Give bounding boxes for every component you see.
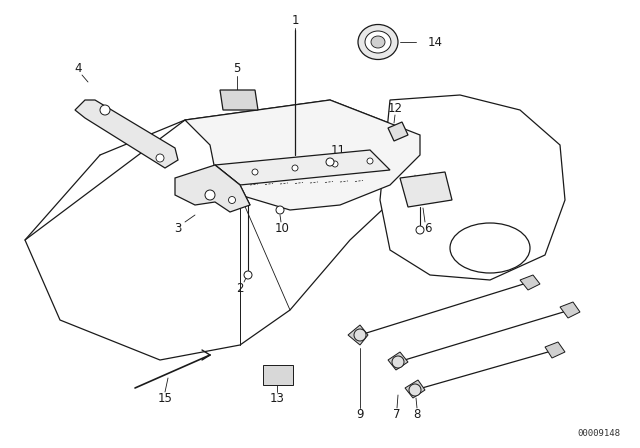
Ellipse shape [371,36,385,48]
Polygon shape [388,122,408,141]
Ellipse shape [365,31,391,53]
Text: 10: 10 [275,221,289,234]
Circle shape [332,161,338,167]
Circle shape [100,105,110,115]
Polygon shape [75,100,178,168]
Circle shape [252,169,258,175]
Text: 7: 7 [393,409,401,422]
Polygon shape [215,165,250,205]
Circle shape [205,190,215,200]
Circle shape [228,197,236,203]
Circle shape [276,206,284,214]
Polygon shape [380,95,565,280]
Polygon shape [25,100,430,360]
Text: 6: 6 [424,221,432,234]
Text: 11: 11 [330,143,346,156]
Polygon shape [560,302,580,318]
Circle shape [292,165,298,171]
Text: 2: 2 [236,281,244,294]
Polygon shape [400,172,452,207]
Polygon shape [220,90,258,110]
Circle shape [156,154,164,162]
Text: 15: 15 [157,392,172,405]
Text: 9: 9 [356,409,364,422]
Circle shape [326,158,334,166]
Polygon shape [215,150,390,185]
Ellipse shape [450,223,530,273]
Polygon shape [185,100,420,210]
Polygon shape [263,365,293,385]
Text: 1: 1 [291,13,299,26]
Ellipse shape [358,25,398,60]
Polygon shape [348,325,368,345]
Circle shape [354,329,366,341]
Circle shape [409,384,421,396]
Circle shape [416,226,424,234]
Circle shape [244,271,252,279]
Polygon shape [520,275,540,290]
Circle shape [392,356,404,368]
Text: 5: 5 [234,61,241,74]
Polygon shape [545,342,565,358]
Text: 00009148: 00009148 [577,429,620,438]
Text: 8: 8 [413,409,420,422]
Polygon shape [175,165,250,212]
Text: 12: 12 [387,102,403,115]
Text: 3: 3 [174,221,182,234]
Text: 14: 14 [428,35,442,48]
Circle shape [367,158,373,164]
Polygon shape [405,380,425,398]
Text: 13: 13 [269,392,284,405]
Polygon shape [388,352,408,370]
Text: 4: 4 [74,61,82,74]
